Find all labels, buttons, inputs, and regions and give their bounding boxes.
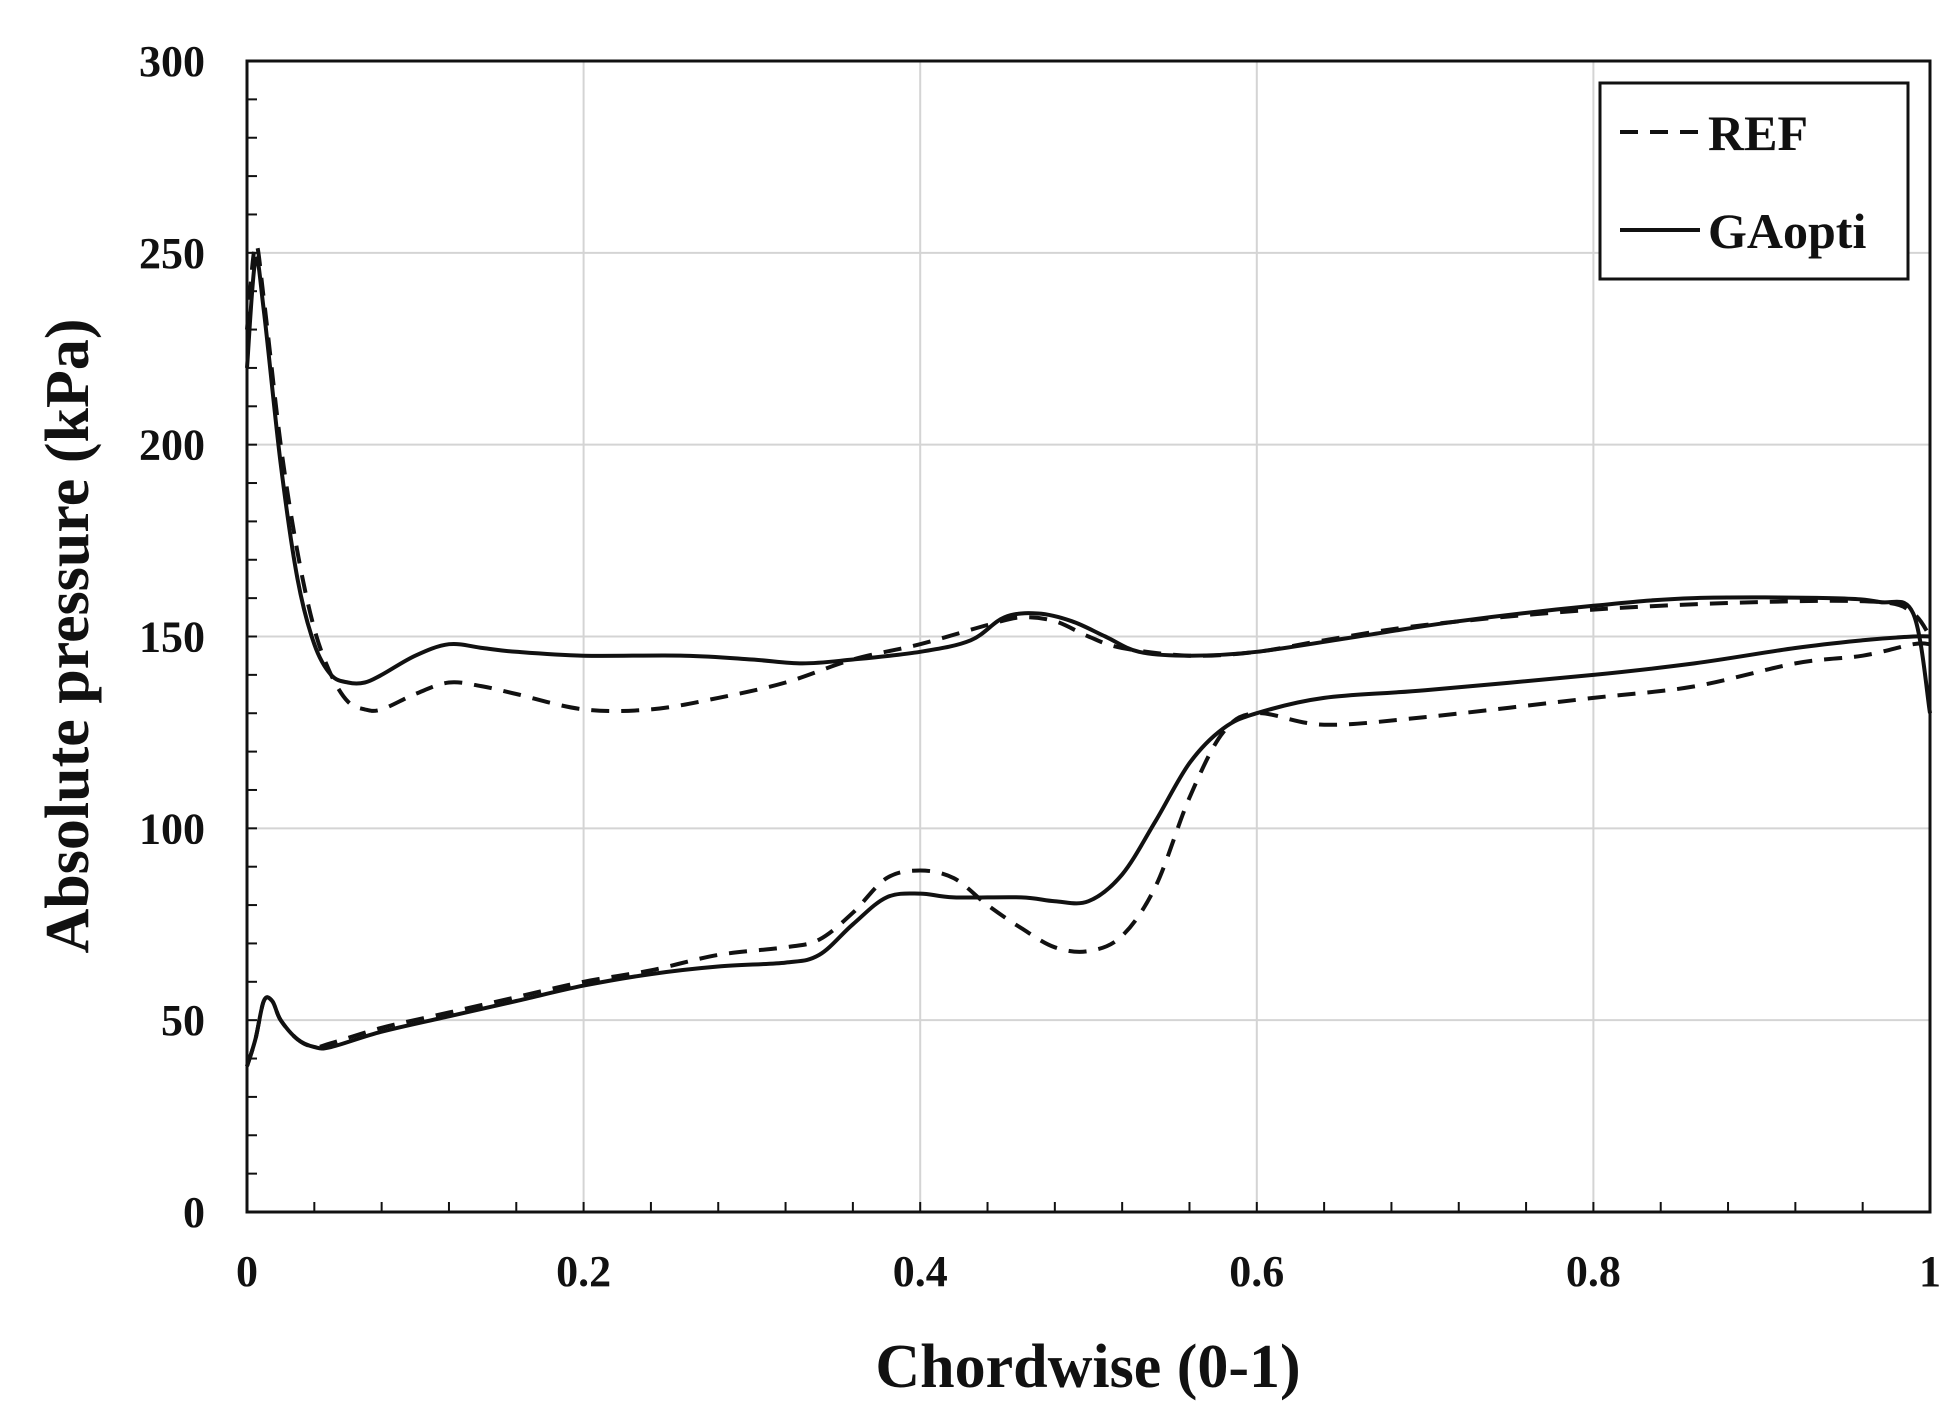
- x-tick-label: 0.8: [1566, 1247, 1621, 1296]
- y-tick-label: 300: [139, 37, 205, 86]
- legend-box: [1598, 81, 1910, 281]
- y-tick-label: 200: [139, 421, 205, 470]
- legend-label-gaopti: GAopti: [1708, 203, 1866, 259]
- x-tick-label: 0: [236, 1247, 258, 1296]
- legend: REF GAopti: [1598, 81, 1910, 281]
- x-tick-label: 0.6: [1229, 1247, 1284, 1296]
- x-tick-label: 0.2: [556, 1247, 611, 1296]
- ref-line-lower: [245, 641, 1931, 1067]
- ref-line-upper: [245, 242, 1932, 714]
- y-tick-label: 250: [139, 229, 205, 278]
- legend-label-ref: REF: [1708, 105, 1808, 161]
- x-tick-label: 1: [1919, 1247, 1941, 1296]
- y-tick-label: 50: [161, 996, 205, 1045]
- x-tick-label: 0.4: [893, 1247, 948, 1296]
- y-tick-labels: 0 50 100 150 200 250 300: [139, 37, 205, 1237]
- x-axis-title: Chordwise (0-1): [875, 1333, 1300, 1401]
- gaopti-line-upper: [245, 256, 1932, 714]
- x-tick-labels: 0 0.2 0.4 0.6 0.8 1: [236, 1247, 1941, 1296]
- y-tick-label: 100: [139, 804, 205, 853]
- y-tick-label: 150: [139, 613, 205, 662]
- minor-ticks: [246, 60, 1931, 1213]
- y-tick-label: 0: [183, 1188, 205, 1237]
- y-axis-title: Absolute pressure (kPa): [34, 319, 102, 954]
- gaopti-line-lower: [245, 634, 1931, 1067]
- series-layer: [245, 242, 1932, 1067]
